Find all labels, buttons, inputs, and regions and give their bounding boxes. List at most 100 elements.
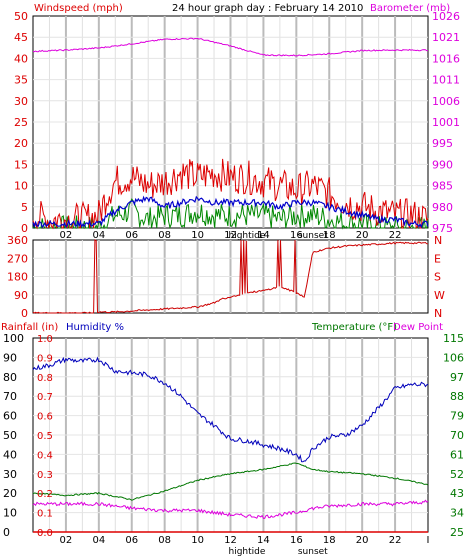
humidity-tick-label: 70 (3, 390, 17, 403)
x-tick-label: 08 (158, 535, 171, 546)
x-tick-label: 22 (389, 230, 402, 241)
x-tick-label: I (427, 230, 430, 241)
x-tick-label: 06 (125, 230, 138, 241)
x-tick-label: 12 (224, 535, 237, 546)
right-axis-label-barometer: Barometer (mb) (370, 3, 450, 14)
x-tick-label: 14 (257, 230, 270, 241)
x-tick-label: 04 (92, 535, 105, 546)
compass-tick-label: S (434, 271, 441, 284)
direction-tick-label: 0 (21, 307, 28, 320)
wind-avg-series (32, 195, 429, 229)
direction-tick-label: 270 (7, 252, 28, 265)
rain-tick-label: 0.5 (37, 431, 53, 442)
grid-layer (33, 16, 428, 532)
humidity-series (32, 356, 429, 463)
temperature-tick-label: 97 (450, 371, 464, 384)
temperature-tick-label: 34 (450, 507, 464, 520)
rain-tick-label: 0.3 (37, 470, 53, 481)
direction-tick-label: 360 (7, 234, 28, 247)
wind-tick-label: 15 (14, 158, 28, 171)
rain-tick-label: 0.9 (37, 353, 53, 364)
barometer-tick-label: 980 (432, 201, 453, 214)
direction-series (32, 239, 429, 314)
temperature-tick-label: 79 (450, 410, 464, 423)
humidity-tick-label: 90 (3, 351, 17, 364)
x-tick-label: 08 (158, 230, 171, 241)
x-marker-hightide: hightide (229, 547, 266, 557)
x-tick-label: 18 (323, 535, 336, 546)
barometer-series (32, 37, 429, 57)
wind-tick-label: 10 (14, 180, 28, 193)
wind-tick-label: 0 (21, 222, 28, 235)
wind-tick-label: 45 (14, 31, 28, 44)
barometer-tick-label: 1026 (432, 10, 460, 23)
wind-tick-label: 5 (21, 201, 28, 214)
humidity-tick-label: 10 (3, 507, 17, 520)
rain-axis-label: Rainfall (in) (1, 322, 58, 333)
x-marker-hightide: hightide (229, 231, 266, 241)
rain-tick-label: 0.8 (37, 373, 53, 384)
dewpoint-axis-label: Dew Point (393, 322, 443, 333)
humidity-tick-label: 30 (3, 468, 17, 481)
left-axis-label-wind: Windspeed (mph) (34, 3, 123, 14)
temperature-tick-label: 70 (450, 429, 464, 442)
x-tick-label: 10 (191, 535, 204, 546)
chart-title: 24 hour graph day : February 14 2010 (172, 3, 363, 14)
humidity-tick-label: 80 (3, 371, 17, 384)
temperature-series (32, 462, 429, 501)
barometer-tick-label: 990 (432, 158, 453, 171)
wind-tick-label: 35 (14, 74, 28, 87)
barometer-tick-label: 1011 (432, 74, 460, 87)
x-tick-label: 10 (191, 230, 204, 241)
barometer-tick-label: 1016 (432, 52, 460, 65)
barometer-tick-label: 995 (432, 137, 453, 150)
direction-tick-label: 180 (7, 271, 28, 284)
humidity-axis-label: Humidity % (66, 322, 124, 333)
x-tick-label: 16 (290, 230, 303, 241)
barometer-tick-label: 985 (432, 180, 453, 193)
humidity-tick-label: 0 (3, 526, 10, 539)
humidity-tick-label: 50 (3, 429, 17, 442)
x-tick-label: 04 (92, 230, 105, 241)
rain-tick-label: 0.1 (37, 509, 53, 520)
temperature-tick-label: 106 (443, 351, 464, 364)
humidity-tick-label: 60 (3, 410, 17, 423)
temperature-axis-label: Temperature (°F) (311, 322, 397, 333)
rain-tick-label: 0.7 (37, 392, 53, 403)
barometer-tick-label: 1001 (432, 116, 460, 129)
wind-tick-label: 20 (14, 137, 28, 150)
windspeed-series (32, 158, 429, 230)
temperature-tick-label: 61 (450, 448, 464, 461)
temperature-tick-label: 52 (450, 468, 464, 481)
x-tick-label: 20 (356, 230, 369, 241)
x-tick-label: I (427, 535, 430, 546)
direction-tick-label: 90 (14, 289, 28, 302)
wind-tick-label: 40 (14, 52, 28, 65)
temperature-tick-label: 43 (450, 487, 464, 500)
humidity-tick-label: 100 (3, 332, 24, 345)
rain-tick-label: 0.4 (37, 450, 53, 461)
x-marker-sunset: sunset (298, 547, 328, 557)
x-tick-label: 14 (257, 535, 270, 546)
temperature-tick-label: 88 (450, 390, 464, 403)
humidity-tick-label: 20 (3, 487, 17, 500)
temperature-tick-label: 25 (450, 526, 464, 539)
x-tick-label: 02 (60, 230, 73, 241)
x-tick-label: 06 (125, 535, 138, 546)
compass-tick-label: W (434, 289, 445, 302)
compass-tick-label: N (434, 307, 442, 320)
barometer-tick-label: 975 (432, 222, 453, 235)
wind-tick-label: 50 (14, 10, 28, 23)
x-tick-label: 16 (290, 535, 303, 546)
x-tick-label: 20 (356, 535, 369, 546)
x-tick-label: 02 (60, 535, 73, 546)
x-tick-label: 18 (323, 230, 336, 241)
rain-tick-label: 1.0 (37, 334, 53, 345)
dewpoint-series (32, 499, 429, 519)
barometer-tick-label: 1021 (432, 31, 460, 44)
barometer-tick-label: 1006 (432, 95, 460, 108)
rain-tick-label: 0.2 (37, 489, 53, 500)
x-marker-sunset: sunset (298, 231, 328, 241)
